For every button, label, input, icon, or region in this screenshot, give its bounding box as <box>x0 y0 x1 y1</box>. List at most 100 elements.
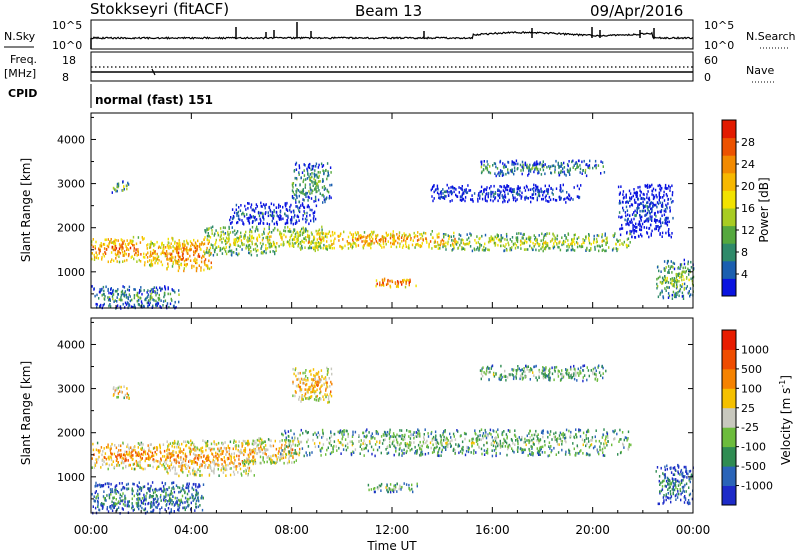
power-cell <box>322 169 324 172</box>
power-cell <box>572 248 574 252</box>
velocity-cell <box>192 452 195 456</box>
power-cell <box>627 244 630 247</box>
velocity-cell <box>152 447 155 450</box>
power-cell <box>570 196 572 200</box>
power-cell <box>210 261 212 265</box>
power-cell <box>109 241 111 244</box>
velocity-cell <box>225 466 227 470</box>
power-cell <box>207 232 209 235</box>
power-cell <box>687 260 689 264</box>
power-cell <box>251 234 253 238</box>
velocity-cell <box>406 442 408 446</box>
power-cell <box>357 237 359 241</box>
power-cell <box>541 197 543 201</box>
velocity-cell <box>536 447 538 450</box>
power-cell <box>176 250 178 254</box>
velocity-cell <box>126 450 128 454</box>
power-cell <box>162 300 165 303</box>
power-cell <box>250 230 253 233</box>
power-cell <box>439 196 441 199</box>
power-cell <box>579 171 581 174</box>
power-cell <box>303 228 305 232</box>
nsearch-tick-max: 10^5 <box>704 19 734 32</box>
power-cell <box>261 215 264 219</box>
velocity-cell <box>594 445 596 448</box>
power-cell <box>480 162 483 166</box>
power-cell <box>113 240 115 243</box>
power-cell <box>129 241 131 244</box>
power-cell <box>133 249 135 253</box>
power-cell <box>512 194 514 197</box>
velocity-cell <box>468 439 471 443</box>
power-cell <box>645 213 647 217</box>
power-cell <box>296 205 298 208</box>
power-cell <box>604 249 606 253</box>
power-cell <box>141 292 143 296</box>
power-cell <box>453 231 455 235</box>
velocity-cell <box>619 428 621 432</box>
power-cell <box>649 185 652 188</box>
power-cell <box>665 279 667 282</box>
power-cell <box>405 233 407 237</box>
power-cell <box>260 201 262 205</box>
power-cell <box>172 260 175 264</box>
power-cell <box>433 245 436 248</box>
power-cell <box>592 241 595 245</box>
power-cell <box>305 195 307 198</box>
velocity-cell <box>472 452 475 455</box>
velocity-cell <box>292 440 294 443</box>
velocity-cell <box>387 451 390 455</box>
power-cell <box>667 197 670 201</box>
power-cell <box>412 239 414 242</box>
velocity-cell <box>548 454 551 457</box>
velocity-cell <box>125 457 127 460</box>
velocity-cell <box>185 457 187 461</box>
power-cell <box>667 217 669 220</box>
power-cell <box>237 210 239 214</box>
power-cell <box>206 234 209 238</box>
power-cell <box>674 279 676 283</box>
power-cell <box>261 211 263 215</box>
velocity-cell <box>417 434 420 438</box>
power-cell <box>103 254 106 258</box>
power-cell <box>516 232 518 235</box>
power-cell <box>468 241 470 245</box>
power-cell <box>486 160 488 163</box>
power-cell <box>178 293 180 296</box>
velocity-cell <box>561 448 563 452</box>
power-cell <box>605 241 607 245</box>
power-cell <box>511 188 514 191</box>
velocity-cell <box>176 472 178 476</box>
power-cell <box>273 243 275 247</box>
power-cell <box>517 246 519 249</box>
velocity-cell <box>111 463 113 466</box>
velocity-cell <box>148 446 150 450</box>
power-cell <box>402 244 405 247</box>
power-cell <box>405 245 407 248</box>
power-cell <box>310 168 312 171</box>
velocity-cell <box>495 454 497 458</box>
power-cell <box>189 259 192 262</box>
velocity-cell <box>209 447 211 451</box>
power-cell <box>276 214 278 217</box>
velocity-cell <box>285 436 287 440</box>
velocity-cell <box>569 434 572 438</box>
power-cell <box>317 198 320 202</box>
power-cell <box>399 242 401 246</box>
power-cell <box>270 202 273 206</box>
power-cell <box>253 209 255 212</box>
power-cell <box>583 159 585 163</box>
velocity-cell <box>457 445 459 448</box>
power-cell <box>178 260 180 263</box>
power-cell <box>442 188 444 191</box>
velocity-cell <box>229 440 232 444</box>
velocity-cell <box>572 442 574 445</box>
power-cell <box>369 242 371 246</box>
velocity-cell <box>382 433 385 436</box>
power-cell <box>511 236 514 239</box>
velocity-cell <box>285 438 288 441</box>
power-cell <box>682 294 685 298</box>
power-cell <box>307 233 309 237</box>
power-cell <box>227 233 229 236</box>
velocity-cell <box>198 456 200 459</box>
